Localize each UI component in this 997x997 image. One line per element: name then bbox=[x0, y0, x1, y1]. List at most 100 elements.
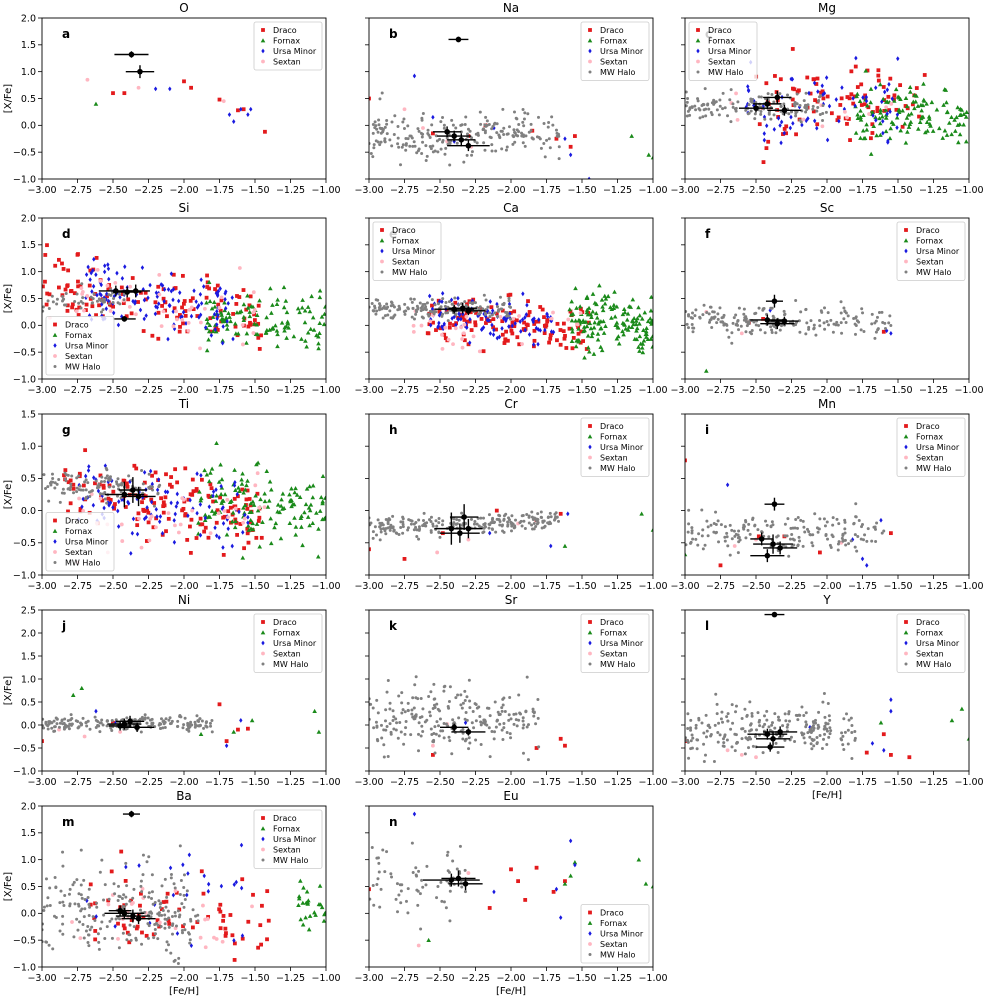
point-mw-halo bbox=[463, 123, 467, 127]
point-fornax bbox=[300, 900, 306, 905]
error-bars bbox=[98, 284, 150, 322]
point-ursa-minor bbox=[812, 80, 817, 86]
point-sextan bbox=[98, 496, 103, 501]
errorbar-point bbox=[132, 288, 139, 294]
point-mw-halo bbox=[839, 300, 843, 304]
legend-marker-mw-halo bbox=[588, 662, 592, 666]
point-ursa-minor bbox=[888, 109, 892, 115]
point-draco bbox=[784, 131, 788, 136]
legend-label-ursa-minor: Ursa Minor bbox=[600, 443, 644, 452]
point-mw-halo bbox=[451, 522, 455, 526]
point-draco bbox=[164, 529, 168, 534]
point-mw-halo bbox=[827, 735, 831, 739]
point-mw-halo bbox=[165, 918, 169, 922]
point-mw-halo bbox=[823, 524, 827, 528]
point-mw-halo bbox=[117, 946, 121, 950]
point-mw-halo bbox=[818, 319, 822, 323]
point-fornax bbox=[236, 485, 241, 490]
point-mw-halo bbox=[753, 117, 757, 121]
point-mw-halo bbox=[42, 473, 46, 477]
point-fornax bbox=[868, 100, 873, 105]
point-fornax bbox=[919, 108, 924, 113]
point-mw-halo bbox=[418, 301, 422, 305]
point-mw-halo bbox=[101, 492, 105, 496]
point-mw-halo bbox=[373, 306, 377, 310]
point-mw-halo bbox=[182, 723, 186, 727]
point-mw-halo bbox=[746, 112, 750, 116]
point-draco bbox=[119, 849, 124, 854]
point-mw-halo bbox=[836, 542, 840, 546]
point-ursa-minor bbox=[239, 842, 244, 848]
point-draco bbox=[109, 869, 114, 874]
point-draco bbox=[66, 268, 71, 273]
x-tick-label: −1.75 bbox=[848, 777, 877, 788]
point-fornax bbox=[868, 86, 874, 91]
point-draco bbox=[522, 320, 526, 325]
point-fornax bbox=[628, 304, 634, 309]
point-mw-halo bbox=[76, 928, 80, 932]
point-fornax bbox=[614, 304, 620, 309]
point-ursa-minor bbox=[153, 86, 158, 92]
point-mw-halo bbox=[694, 537, 698, 541]
point-mw-halo bbox=[697, 107, 701, 111]
point-mw-halo bbox=[808, 730, 812, 734]
point-ursa-minor bbox=[116, 322, 121, 328]
x-tick-label: −1.75 bbox=[848, 185, 877, 196]
point-draco bbox=[894, 107, 899, 112]
point-fornax bbox=[623, 326, 629, 331]
point-ursa-minor bbox=[776, 115, 781, 121]
point-mw-halo bbox=[746, 528, 750, 532]
point-mw-halo bbox=[396, 136, 400, 140]
point-fornax bbox=[588, 312, 594, 317]
point-mw-halo bbox=[79, 306, 83, 310]
point-mw-halo bbox=[381, 527, 385, 531]
point-sextan bbox=[78, 936, 83, 941]
point-fornax bbox=[279, 497, 284, 502]
point-sextan bbox=[89, 492, 94, 497]
legend-box bbox=[253, 613, 323, 673]
point-mw-halo bbox=[797, 319, 801, 323]
panel-title: O bbox=[179, 1, 188, 15]
point-draco bbox=[558, 511, 563, 516]
point-fornax bbox=[281, 505, 287, 511]
point-ursa-minor bbox=[195, 305, 200, 310]
point-ursa-minor bbox=[765, 123, 769, 129]
point-mw-halo bbox=[424, 144, 428, 148]
point-mw-halo bbox=[128, 899, 132, 903]
point-mw-halo bbox=[837, 522, 841, 526]
point-mw-halo bbox=[733, 534, 737, 538]
point-mw-halo bbox=[758, 328, 762, 332]
point-sextan bbox=[134, 312, 138, 317]
point-mw-halo bbox=[202, 726, 206, 730]
point-ursa-minor bbox=[490, 308, 495, 314]
point-mw-halo bbox=[375, 725, 379, 729]
legend-label-sextan: Sextan bbox=[65, 352, 93, 361]
point-fornax bbox=[278, 503, 284, 508]
x-tick-label: −2.25 bbox=[134, 185, 163, 196]
point-ursa-minor bbox=[154, 290, 159, 296]
point-fornax bbox=[265, 504, 271, 509]
x-tick-label: −2.75 bbox=[706, 777, 735, 788]
point-draco bbox=[876, 73, 881, 78]
point-sextan bbox=[440, 332, 444, 337]
point-mw-halo bbox=[167, 925, 171, 929]
point-ursa-minor bbox=[545, 314, 550, 320]
point-draco bbox=[257, 515, 262, 520]
point-ursa-minor bbox=[566, 511, 570, 517]
point-mw-halo bbox=[702, 103, 706, 107]
legend-label-draco: Draco bbox=[65, 321, 89, 330]
point-mw-halo bbox=[105, 724, 109, 728]
point-mw-halo bbox=[410, 300, 414, 304]
point-fornax bbox=[307, 309, 313, 314]
point-mw-halo bbox=[756, 528, 760, 532]
point-fornax bbox=[275, 509, 280, 514]
point-sextan bbox=[82, 308, 86, 313]
point-mw-halo bbox=[715, 712, 719, 716]
point-ursa-minor bbox=[800, 122, 804, 128]
legend-marker-ursa-minor bbox=[380, 248, 384, 254]
point-mw-halo bbox=[877, 311, 881, 315]
x-tick-label: −1.00 bbox=[638, 385, 667, 396]
point-fornax bbox=[319, 314, 325, 319]
point-draco bbox=[160, 304, 164, 308]
point-sextan bbox=[186, 320, 191, 325]
